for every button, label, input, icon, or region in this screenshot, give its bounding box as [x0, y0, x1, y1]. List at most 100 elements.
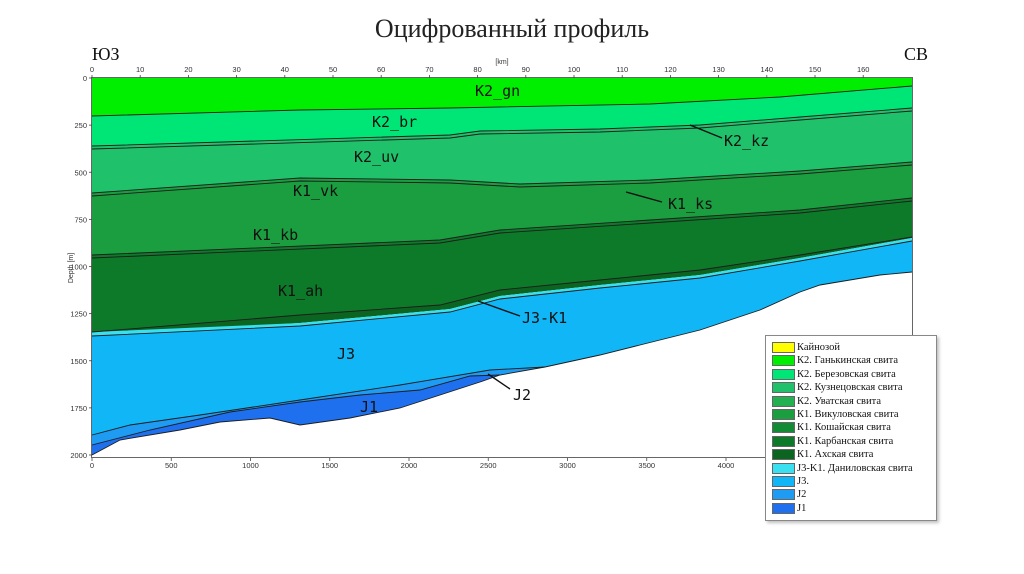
bottom-tick-label: 500	[165, 461, 178, 470]
top-tick-label: 150	[809, 65, 822, 74]
top-tick-label: 140	[761, 65, 774, 74]
left-axis-label: Depth [m]	[68, 253, 75, 283]
page-title: Оцифрованный профиль	[374, 14, 650, 43]
horizon-lines	[91, 85, 913, 456]
legend-swatch	[772, 382, 795, 394]
bottom-tick-label: 2500	[480, 461, 497, 470]
label-k2gn: K2_gn	[475, 82, 520, 100]
layer-j1	[92, 375, 500, 455]
legend-swatch	[772, 355, 795, 367]
label-j3: J3	[337, 345, 355, 363]
legend-label: J3-K1. Даниловская свита	[797, 462, 913, 474]
legend-item: К1. Викуловская свита	[772, 408, 899, 421]
left-tick-label: 500	[74, 168, 87, 177]
left-tick-label: 2000	[70, 451, 87, 460]
legend-label: К1. Ахская свита	[797, 449, 874, 461]
bottom-tick-label: 1500	[321, 461, 338, 470]
legend-label: К2. Уватская свита	[797, 395, 882, 407]
bottom-tick-label: 2000	[401, 461, 418, 470]
legend-item: К2. Березовская свита	[772, 368, 896, 381]
legend-label: К2. Березовская свита	[797, 368, 896, 380]
label-k2uv: K2_uv	[354, 148, 399, 166]
label-k1kb: K1_kb	[253, 226, 298, 244]
layer-j3	[92, 241, 912, 435]
left-tick-label: 750	[74, 215, 87, 224]
top-tick-label: 60	[377, 65, 385, 74]
legend-item: К1. Карбанская свита	[772, 435, 893, 448]
top-axis-label: [km]	[495, 59, 508, 66]
bottom-tick-label: 3000	[559, 461, 576, 470]
legend-swatch	[772, 449, 795, 461]
legend-label: Кайнозой	[797, 342, 840, 354]
top-tick-label: 30	[232, 65, 240, 74]
top-tick-label: 110	[616, 65, 628, 74]
legend-swatch	[772, 342, 795, 354]
legend-label: К1. Карбанская свита	[797, 435, 894, 447]
northeast-label: СВ	[904, 44, 929, 64]
top-tick-label: 80	[473, 65, 481, 74]
label-k1ah: K1_ah	[278, 282, 323, 300]
top-tick-label: 40	[281, 65, 289, 74]
legend-swatch	[772, 462, 795, 474]
left-tick-label: 1750	[70, 404, 87, 413]
left-axis: 0 250 500 750 1000 1250 1500 1750 2000	[70, 74, 92, 460]
legend-swatch	[772, 435, 795, 447]
legend-label: К2. Кузнецовская свита	[797, 382, 903, 394]
legend-label: J1	[797, 502, 807, 514]
top-tick-label: 160	[857, 65, 870, 74]
legend-item: J2	[772, 488, 806, 501]
top-tick-label: 130	[712, 65, 725, 74]
left-tick-label: 0	[83, 74, 87, 83]
bottom-tick-label: 0	[90, 461, 94, 470]
label-k1ks: K1_ks	[668, 195, 713, 213]
legend-swatch	[772, 409, 795, 421]
bottom-tick-label: 1000	[242, 461, 259, 470]
layer-k1ah	[92, 237, 912, 336]
top-tick-label: 10	[136, 65, 144, 74]
label-j3k1: J3-K1	[522, 309, 567, 327]
layer-k2gn	[92, 78, 912, 116]
legend-item: Кайнозой	[772, 341, 840, 354]
legend-label: К2. Ганькинская свита	[797, 355, 899, 367]
legend-item: К2. Ганькинская свита	[772, 354, 898, 367]
top-tick-label: 0	[90, 65, 94, 74]
left-tick-label: 1000	[70, 263, 87, 272]
label-j1: J1	[360, 398, 378, 416]
legend-swatch	[772, 422, 795, 434]
top-tick-label: 70	[425, 65, 433, 74]
top-tick-label: 90	[522, 65, 530, 74]
legend-swatch	[772, 489, 795, 501]
legend-item: К2. Кузнецовская свита	[772, 381, 903, 394]
legend-item: J3.	[772, 475, 809, 488]
top-tick-label: 50	[329, 65, 337, 74]
plot-frame	[91, 77, 913, 458]
legend-label: J3.	[797, 476, 809, 488]
legend-label: К1. Викуловская свита	[797, 409, 899, 421]
bottom-tick-label: 4000	[718, 461, 735, 470]
bottom-tick-label: 3500	[638, 461, 655, 470]
legend-item: К1. Ахская свита	[772, 448, 873, 461]
top-axis: 0 10 20 30 40 50 60 70 80 90 100 110 120 130 140 150 160	[90, 65, 870, 78]
left-tick-label: 1500	[70, 357, 87, 366]
legend-item: J3-K1. Даниловская свита	[772, 462, 913, 475]
basement	[92, 272, 912, 458]
layer-k1kb	[92, 198, 912, 332]
bottom-axis: 0 500 1000 1500 2000 2500 3000 3500 4000	[90, 458, 734, 470]
top-tick-label: 120	[664, 65, 677, 74]
top-tick-label: 100	[568, 65, 581, 74]
legend-label: J2	[797, 489, 807, 501]
legend-swatch	[772, 368, 795, 380]
label-k1vk: K1_vk	[293, 182, 338, 200]
legend-item: К1. Кошайская свита	[772, 421, 891, 434]
southwest-label: ЮЗ	[92, 44, 120, 64]
legend-label: К1. Кошайская свита	[797, 422, 891, 434]
label-k2br: K2_br	[372, 113, 417, 131]
left-tick-label: 1250	[70, 310, 87, 319]
legend-item: J1	[772, 502, 806, 515]
legend-swatch	[772, 395, 795, 407]
top-tick-label: 20	[184, 65, 192, 74]
left-tick-label: 250	[74, 121, 87, 130]
label-k2kz: K2_kz	[724, 132, 769, 150]
callout-lines	[477, 124, 723, 390]
